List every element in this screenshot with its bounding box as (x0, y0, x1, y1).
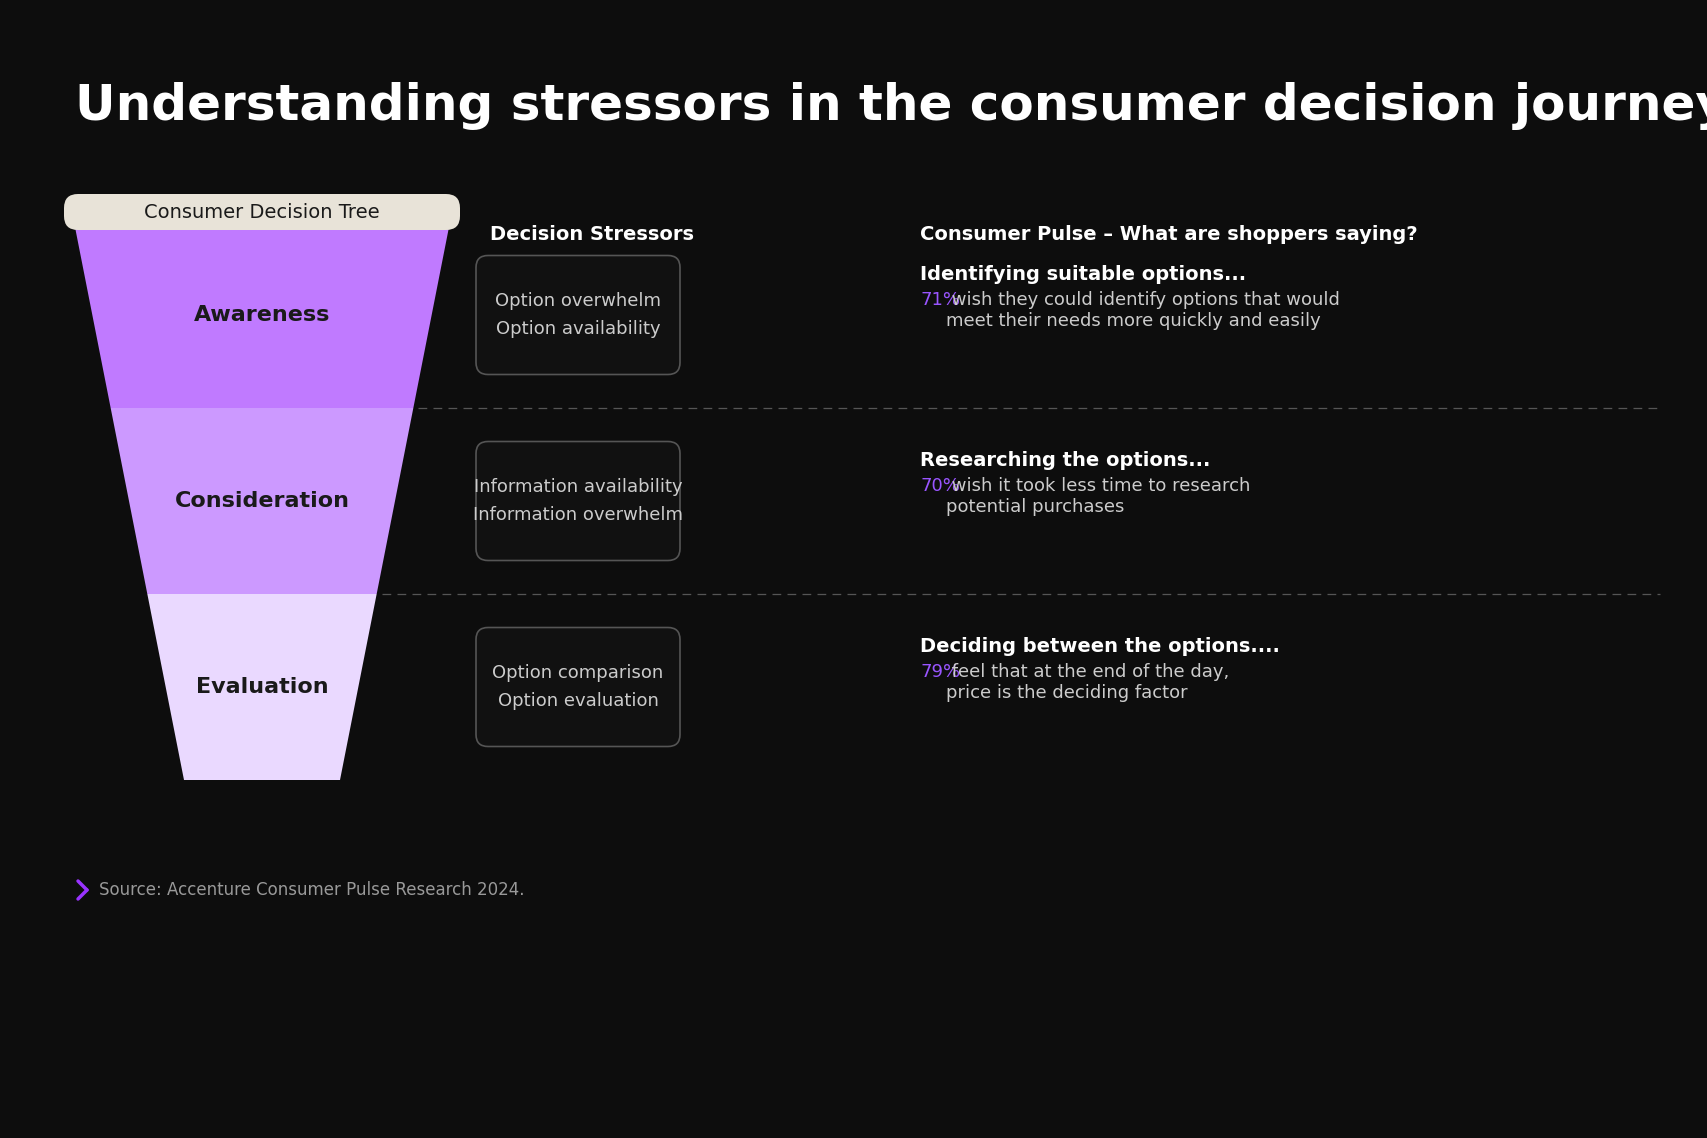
Text: 70%: 70% (920, 477, 959, 495)
Text: Awareness: Awareness (195, 305, 329, 325)
Polygon shape (73, 222, 451, 409)
Text: Source: Accenture Consumer Pulse Research 2024.: Source: Accenture Consumer Pulse Researc… (99, 881, 524, 899)
Text: wish they could identify options that would
meet their needs more quickly and ea: wish they could identify options that wo… (946, 291, 1340, 330)
Text: Consumer Pulse – What are shoppers saying?: Consumer Pulse – What are shoppers sayin… (920, 225, 1417, 244)
FancyBboxPatch shape (63, 193, 459, 230)
Text: Consideration: Consideration (174, 490, 350, 511)
Polygon shape (111, 409, 413, 594)
Text: 79%: 79% (920, 663, 959, 681)
Text: Understanding stressors in the consumer decision journey: Understanding stressors in the consumer … (75, 82, 1707, 130)
Text: Identifying suitable options...: Identifying suitable options... (920, 265, 1246, 284)
FancyBboxPatch shape (476, 442, 679, 561)
Text: wish it took less time to research
potential purchases: wish it took less time to research poten… (946, 477, 1250, 516)
Text: Evaluation: Evaluation (196, 677, 328, 696)
Text: 71%: 71% (920, 291, 959, 310)
Text: Deciding between the options....: Deciding between the options.... (920, 637, 1280, 655)
Text: Researching the options...: Researching the options... (920, 451, 1210, 470)
Text: Option overwhelm: Option overwhelm (495, 292, 661, 310)
FancyBboxPatch shape (476, 256, 679, 374)
Text: Option comparison: Option comparison (492, 663, 664, 682)
Text: Decision Stressors: Decision Stressors (490, 225, 695, 244)
FancyBboxPatch shape (476, 627, 679, 747)
Text: Option availability: Option availability (495, 320, 661, 338)
Text: Consumer Decision Tree: Consumer Decision Tree (143, 203, 381, 222)
Text: Information availability: Information availability (473, 478, 683, 496)
Text: Information overwhelm: Information overwhelm (473, 506, 683, 523)
Text: Option evaluation: Option evaluation (497, 692, 659, 710)
Text: feel that at the end of the day,
price is the deciding factor: feel that at the end of the day, price i… (946, 663, 1229, 702)
Polygon shape (147, 594, 377, 780)
